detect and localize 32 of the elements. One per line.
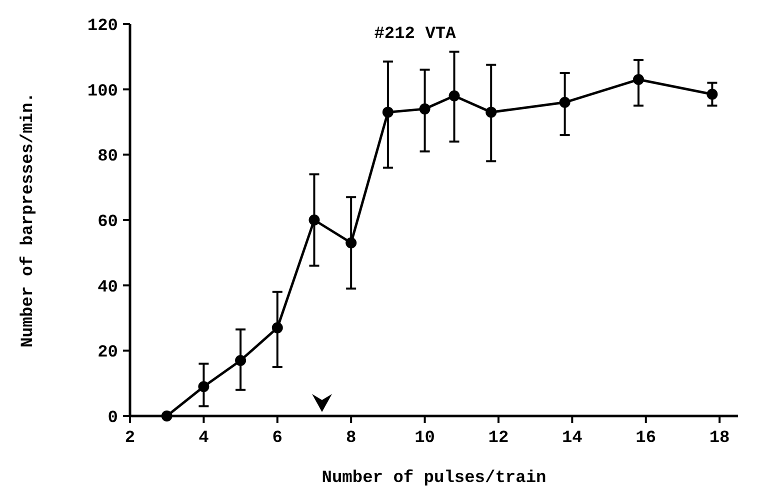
x-tick-label: 16 — [636, 429, 656, 448]
x-axis-title: Number of pulses/train — [322, 469, 546, 488]
x-tick-label: 14 — [562, 429, 582, 448]
point — [235, 354, 246, 366]
y-tick-label: 20 — [98, 344, 118, 363]
y-tick-label: 120 — [87, 16, 118, 36]
point — [308, 214, 320, 226]
x-tick-label: 2 — [124, 429, 136, 448]
y-tick-label: 60 — [98, 212, 118, 232]
point — [272, 322, 283, 334]
x-tick-label: 6 — [272, 429, 282, 448]
point — [633, 74, 644, 86]
x-tick-label: 4 — [198, 429, 209, 448]
x-tick-label: 12 — [488, 429, 509, 448]
point — [448, 90, 460, 102]
y-tick-label: 100 — [87, 82, 118, 102]
point — [198, 381, 210, 392]
x-tick-label: 10 — [414, 429, 435, 448]
y-axis-title: Number of barpresses/min. — [19, 92, 38, 348]
y-tick-label: 0 — [108, 408, 118, 428]
chart-title: #212 VTA — [374, 25, 457, 44]
point — [161, 410, 172, 422]
point — [559, 96, 570, 108]
point — [346, 237, 357, 248]
point — [706, 88, 718, 100]
y-tick-label: 80 — [98, 148, 118, 167]
point — [419, 103, 430, 114]
y-tick-label: 40 — [98, 278, 118, 298]
point — [382, 106, 394, 118]
point — [486, 106, 497, 118]
x-tick-label: 8 — [346, 429, 356, 448]
x-tick-label: 18 — [709, 429, 730, 448]
